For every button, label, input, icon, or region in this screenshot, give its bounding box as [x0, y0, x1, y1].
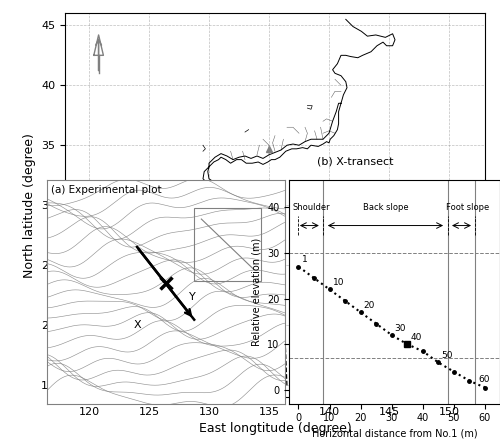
- Bar: [194, 208, 261, 281]
- Text: 40: 40: [410, 333, 422, 342]
- Text: Foot slope: Foot slope: [446, 203, 490, 212]
- Text: 1: 1: [302, 256, 308, 264]
- Text: 30: 30: [394, 324, 406, 333]
- Text: X: X: [133, 320, 141, 330]
- X-axis label: East longtitude (degree): East longtitude (degree): [198, 422, 352, 435]
- Text: Shoulder: Shoulder: [292, 203, 330, 212]
- Text: Back slope: Back slope: [362, 203, 408, 212]
- Text: 20: 20: [364, 301, 375, 310]
- Text: (a) Experimental plot: (a) Experimental plot: [52, 186, 162, 195]
- X-axis label: Horizontal distance from No.1 (m): Horizontal distance from No.1 (m): [312, 429, 478, 439]
- Text: 10: 10: [332, 278, 344, 287]
- Text: (b) X-transect: (b) X-transect: [317, 157, 394, 167]
- Text: 60: 60: [478, 375, 490, 384]
- Text: 50: 50: [442, 351, 453, 360]
- Text: Y: Y: [190, 292, 196, 302]
- Y-axis label: North latitude (degree): North latitude (degree): [22, 133, 36, 277]
- Y-axis label: Relative elevation (m): Relative elevation (m): [252, 238, 262, 346]
